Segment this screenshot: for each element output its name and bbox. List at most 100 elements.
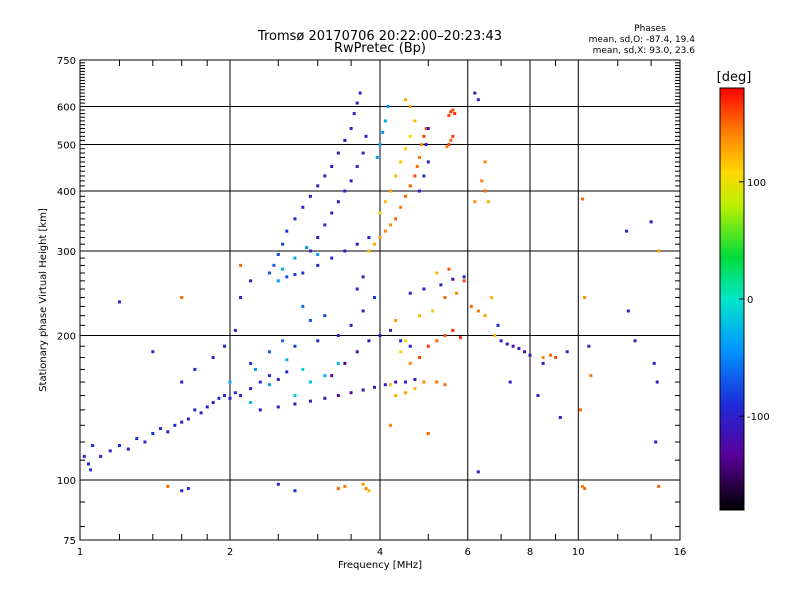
data-point	[417, 355, 421, 359]
data-point	[386, 105, 390, 109]
data-point	[373, 385, 377, 389]
data-point	[403, 391, 407, 395]
data-point	[511, 344, 515, 348]
data-point	[523, 350, 527, 354]
stats-header: Phases	[634, 24, 666, 34]
data-point	[383, 119, 387, 123]
data-point	[361, 482, 365, 486]
data-point	[281, 339, 285, 343]
data-point	[657, 249, 661, 253]
data-point	[349, 126, 353, 130]
data-point	[91, 444, 95, 448]
data-point	[323, 396, 327, 400]
data-point	[199, 411, 203, 415]
data-point	[281, 267, 285, 271]
data-point	[228, 380, 232, 384]
data-point	[389, 383, 393, 387]
data-point	[358, 91, 362, 95]
data-point	[316, 339, 320, 343]
data-point	[383, 200, 387, 204]
data-point	[373, 242, 377, 246]
data-point	[652, 361, 656, 365]
data-point	[336, 394, 340, 398]
data-point	[117, 444, 121, 448]
data-point	[158, 427, 162, 431]
data-point	[426, 344, 430, 348]
data-point	[426, 432, 430, 436]
colorbar-tick-label: 0	[747, 295, 753, 306]
data-point	[253, 367, 257, 371]
y-tick-label: 200	[57, 332, 76, 343]
data-point	[389, 328, 393, 332]
data-point	[343, 138, 347, 142]
data-point	[420, 143, 424, 147]
x-tick-label: 16	[674, 547, 687, 558]
data-point	[483, 189, 487, 193]
data-point	[581, 197, 585, 201]
data-point	[316, 263, 320, 267]
data-point	[308, 249, 312, 253]
data-point	[323, 374, 327, 378]
stats-line-x: mean, sd,X: 93.0, 23.6	[593, 46, 696, 56]
data-point	[565, 350, 569, 354]
data-point	[180, 420, 184, 424]
data-point	[367, 236, 371, 240]
data-point	[276, 405, 280, 409]
data-point	[625, 229, 629, 233]
data-point	[228, 396, 232, 400]
data-point	[301, 271, 305, 275]
data-point	[657, 484, 661, 488]
data-point	[193, 408, 197, 412]
data-point	[496, 323, 500, 327]
data-point	[180, 489, 184, 493]
data-point	[558, 415, 562, 419]
data-point	[166, 484, 170, 488]
data-point	[323, 174, 327, 178]
data-point	[424, 143, 428, 147]
data-point	[301, 304, 305, 308]
data-point	[399, 205, 403, 209]
data-point	[536, 394, 540, 398]
data-point	[323, 314, 327, 318]
data-point	[285, 358, 289, 362]
data-point	[361, 151, 365, 155]
data-point	[249, 401, 253, 405]
data-point	[408, 105, 412, 109]
data-point	[413, 174, 417, 178]
data-point	[435, 339, 439, 343]
data-point	[449, 138, 453, 142]
data-point	[193, 367, 197, 371]
data-point	[589, 374, 593, 378]
data-point	[541, 355, 545, 359]
data-point	[517, 346, 521, 350]
data-point	[378, 143, 382, 147]
data-point	[336, 334, 340, 338]
data-point	[239, 394, 243, 398]
data-point	[462, 279, 466, 283]
data-point	[373, 296, 377, 300]
data-point	[276, 482, 280, 486]
colorbar-tick-label: 100	[747, 178, 766, 189]
data-point	[449, 110, 453, 114]
data-point	[211, 401, 215, 405]
data-point	[399, 339, 403, 343]
y-axis-label: Stationary phase Virtual Height [km]	[38, 208, 49, 392]
data-point	[505, 342, 509, 346]
data-point	[422, 174, 426, 178]
data-point	[355, 101, 359, 105]
data-point	[378, 236, 382, 240]
data-point	[394, 217, 398, 221]
data-point	[301, 367, 305, 371]
data-point	[424, 126, 428, 130]
data-point	[367, 339, 371, 343]
data-point	[458, 336, 462, 340]
data-point	[431, 309, 435, 313]
data-point	[413, 119, 417, 123]
y-tick-label: 100	[57, 476, 76, 487]
data-point	[426, 126, 430, 130]
data-point	[399, 160, 403, 164]
data-point	[483, 314, 487, 318]
data-point	[249, 361, 253, 365]
data-point	[239, 296, 243, 300]
data-point	[583, 487, 587, 491]
